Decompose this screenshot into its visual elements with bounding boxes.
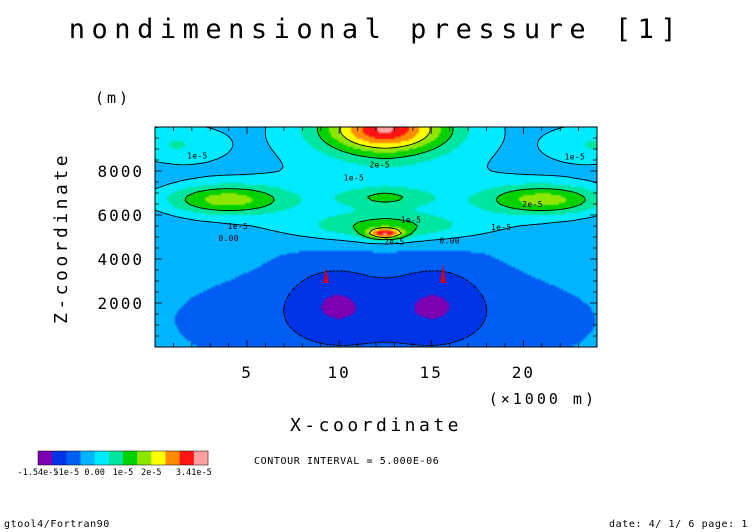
contour-interval-text: CONTOUR INTERVAL = 5.000E-06 (254, 456, 439, 467)
colorbar-label: 0.00 (84, 468, 104, 478)
contour-label: 1e-5 (344, 174, 364, 183)
chart-title: nondimensional pressure [1] (69, 14, 683, 45)
colorbar-swatch (52, 451, 67, 465)
colorbar-swatch (137, 451, 152, 465)
colorbar-swatch (80, 451, 95, 465)
contour-label: 2e-5 (369, 160, 389, 169)
contour-line (184, 127, 586, 241)
contour-label: 2e-5 (522, 200, 542, 209)
y-tick-label: 4000 (97, 250, 144, 269)
contour-labels: 1e-5 1e-5 2e-5 1e-5 2e-5 1e-5 1e-5 1e-5 2e-5 0.00… (187, 152, 585, 247)
wind-marker-left (323, 268, 329, 283)
colorbar-swatch (108, 451, 124, 465)
x-tick-label: 5 (241, 363, 253, 382)
y-axis-label: Z-coordinate (51, 152, 72, 324)
y-tick-label: 6000 (97, 206, 144, 225)
colorbar-swatch (94, 451, 110, 465)
contour-label: 1e-5 (491, 223, 511, 232)
x-tick-label: 20 (512, 363, 535, 382)
wind-marker-right (440, 264, 446, 283)
x-axis-unit: (×1000 m) (489, 390, 597, 408)
contour-label: 1e-5 (228, 222, 248, 231)
plot-area: 1e-5 1e-5 2e-5 1e-5 2e-5 1e-5 1e-5 1e-5 2e-5 0.00… (97, 126, 598, 382)
contour-label: 0.00 (218, 234, 238, 243)
x-axis-ticks: 5 10 15 20 (173, 127, 598, 382)
contour-label: 1e-5 (565, 153, 585, 162)
colorbar-swatch (123, 451, 138, 465)
contour-label: 1e-5 (187, 152, 207, 161)
colorbar-swatch (193, 451, 209, 465)
x-tick-label: 15 (420, 363, 443, 382)
colorbar-label: -1e-5 (54, 468, 80, 478)
colorbar-swatch (151, 451, 166, 465)
colorbar: -1.54e-5-1e-5 0.00 1e-5 2e-5 3.41e-5 (18, 450, 212, 478)
y-axis-unit: (m) (95, 89, 131, 107)
contour-lines (155, 127, 597, 346)
contour-fill (155, 127, 597, 347)
contour-label: 2e-5 (384, 237, 404, 246)
colorbar-label: 1e-5 (113, 468, 133, 478)
contour-line (339, 127, 431, 238)
x-tick-label: 10 (328, 363, 351, 382)
colorbar-label: 3.41e-5 (176, 468, 212, 478)
colorbar-label: -1.54e-5 (18, 468, 59, 478)
contour-label: 0.00 (439, 236, 459, 245)
footer-left: gtool4/Fortran90 (4, 519, 110, 530)
contour-line (283, 270, 488, 346)
contour-label: 1e-5 (401, 215, 421, 224)
colorbar-swatch (165, 451, 180, 465)
colorbar-swatch (179, 451, 195, 465)
colorbar-label: 2e-5 (141, 468, 161, 478)
wind-markers (323, 264, 446, 283)
colorbar-swatch (66, 451, 81, 465)
y-axis-ticks: 2000 4000 6000 8000 (97, 137, 597, 337)
y-tick-label: 8000 (97, 162, 144, 181)
y-tick-label: 2000 (97, 294, 144, 313)
colorbar-frame (37, 450, 209, 466)
x-axis-label: X-coordinate (290, 415, 462, 436)
footer-right: date: 4/ 1/ 6 page: 1 (609, 519, 748, 530)
colorbar-swatch (38, 451, 53, 465)
